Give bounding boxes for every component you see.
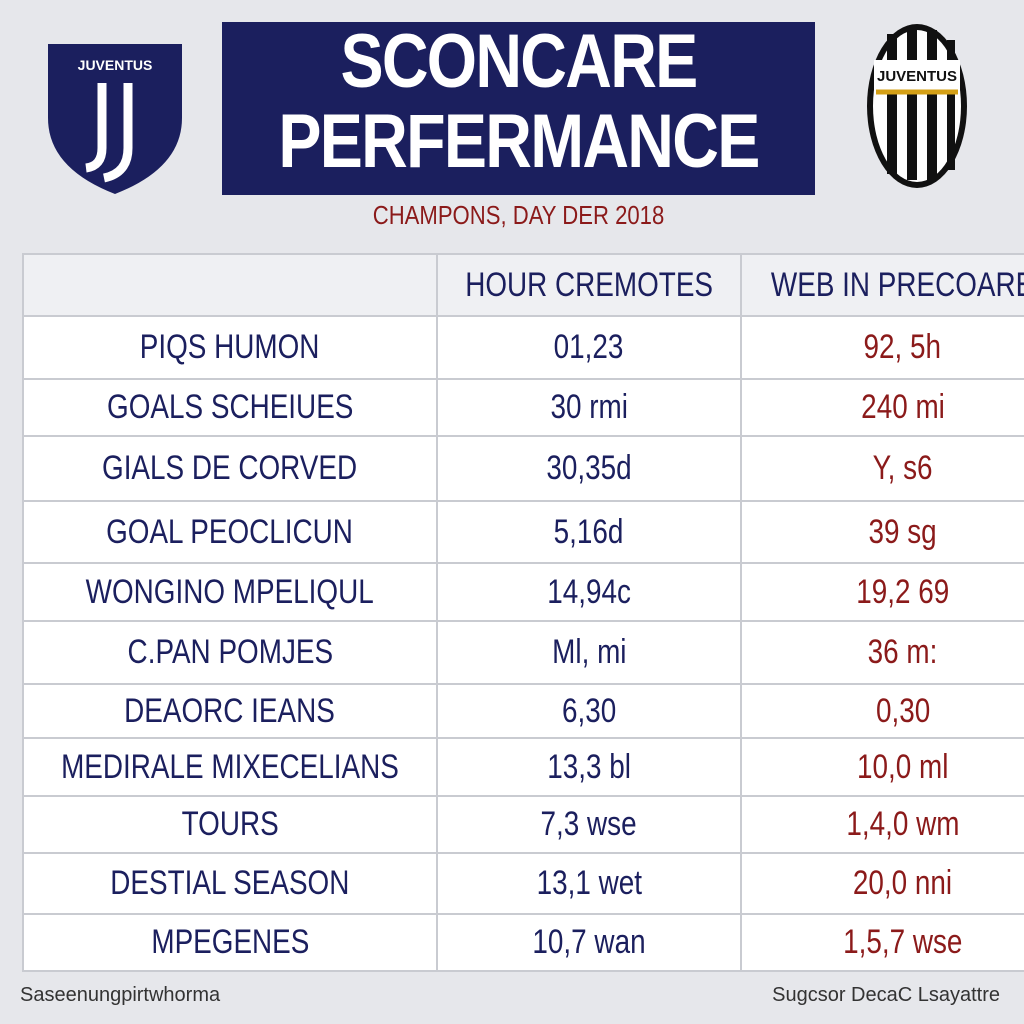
table-cell: 10,7 wan xyxy=(435,913,743,972)
table-cell: 30,35d xyxy=(435,435,743,502)
cell-text: 7,3 wse xyxy=(540,805,638,843)
cell-text: 30 rmi xyxy=(550,388,628,426)
table-row: GOAL PEOCLICUN 5,16d 39 sg xyxy=(22,500,1024,564)
table-cell: C.PAN POMJES xyxy=(22,620,438,685)
left-crest: JUVENTUS xyxy=(48,44,182,194)
table-row: GOALS SCHEIUES 30 rmi 240 mi xyxy=(22,378,1024,437)
column-label: HOUR CREMOTES xyxy=(465,265,713,304)
header-row: HOUR CREMOTES WEB IN PRECOARE xyxy=(22,253,1024,317)
table-cell: 240 mi xyxy=(740,378,1024,437)
cell-text: C.PAN POMJES xyxy=(127,633,333,671)
cell-text: 39 sg xyxy=(868,512,937,551)
table-cell: 13,1 wet xyxy=(435,852,743,915)
cell-text: 30,35d xyxy=(546,449,632,487)
table-row: MPEGENES 10,7 wan 1,5,7 wse xyxy=(22,913,1024,972)
cell-text: 14,94c xyxy=(547,572,631,611)
cell-text: 92, 5h xyxy=(863,328,942,366)
cell-text: 10,0 ml xyxy=(856,747,949,786)
cell-text: 6,30 xyxy=(561,691,617,730)
table-row: TOURS 7,3 wse 1,4,0 wm xyxy=(22,795,1024,854)
cell-text: 13,3 bl xyxy=(547,747,631,786)
table-cell: MPEGENES xyxy=(22,913,438,972)
cell-text: MEDIRALE MIXECELIANS xyxy=(61,747,399,786)
table-row: DESTIAL SEASON 13,1 wet 20,0 nni xyxy=(22,852,1024,915)
table-cell: DESTIAL SEASON xyxy=(22,852,438,915)
table-row: MEDIRALE MIXECELIANS 13,3 bl 10,0 ml xyxy=(22,737,1024,797)
cell-text: DEAORC IEANS xyxy=(124,691,336,730)
cell-text: 20,0 nni xyxy=(853,864,953,902)
cell-text: 13,1 wet xyxy=(536,864,642,902)
table-cell: 36 m: xyxy=(740,620,1024,685)
cell-text: Ml, mi xyxy=(551,633,627,671)
cell-text: 1,5,7 wse xyxy=(843,923,963,961)
stats-table: HOUR CREMOTES WEB IN PRECOARE PIQS HUMON… xyxy=(22,253,1024,972)
table-cell: 7,3 wse xyxy=(435,795,743,854)
header-cell: HOUR CREMOTES xyxy=(435,253,743,317)
right-crest: JUVENTUS xyxy=(867,24,967,188)
table-cell: 1,4,0 wm xyxy=(740,795,1024,854)
cell-text: GOAL PEOCLICUN xyxy=(106,512,354,551)
cell-text: 5,16d xyxy=(554,512,624,551)
table-cell: 14,94c xyxy=(435,562,743,622)
title-line: SCONCARE xyxy=(340,19,698,104)
table-cell: 39 sg xyxy=(740,500,1024,564)
table-cell: 01,23 xyxy=(435,315,743,380)
table-cell: WONGINO MPELIQUL xyxy=(22,562,438,622)
cell-text: MPEGENES xyxy=(150,923,309,961)
cell-text: 01,23 xyxy=(554,328,624,366)
header-cell xyxy=(22,253,438,317)
header-cell: WEB IN PRECOARE xyxy=(740,253,1024,317)
table-cell: 20,0 nni xyxy=(740,852,1024,915)
table-cell: 10,0 ml xyxy=(740,737,1024,797)
table-cell: Ml, mi xyxy=(435,620,743,685)
table-row: PIQS HUMON 01,23 92, 5h xyxy=(22,315,1024,380)
table-cell: 30 rmi xyxy=(435,378,743,437)
table-cell: Y, s6 xyxy=(740,435,1024,502)
cell-text: GOALS SCHEIUES xyxy=(106,388,354,426)
cell-text: WONGINO MPELIQUL xyxy=(85,572,375,611)
subtitle: CHAMPONS, DAY DER 2018 xyxy=(372,200,665,230)
table-cell: GOALS SCHEIUES xyxy=(22,378,438,437)
title-line: PERFERMANCE xyxy=(278,99,760,184)
table-cell: 5,16d xyxy=(435,500,743,564)
table-cell: DEAORC IEANS xyxy=(22,683,438,739)
cell-text: 240 mi xyxy=(860,388,945,426)
table-row: GIALS DE CORVED 30,35d Y, s6 xyxy=(22,435,1024,502)
table-cell: PIQS HUMON xyxy=(22,315,438,380)
column-label: WEB IN PRECOARE xyxy=(771,265,1024,304)
table-cell: GIALS DE CORVED xyxy=(22,435,438,502)
table-row: WONGINO MPELIQUL 14,94c 19,2 69 xyxy=(22,562,1024,622)
cell-text: DESTIAL SEASON xyxy=(110,864,350,902)
footer-right: Sugcsor DecaC Lsayattre xyxy=(772,984,1000,1006)
right-logo-text: JUVENTUS xyxy=(877,68,957,85)
table-cell: MEDIRALE MIXECELIANS xyxy=(22,737,438,797)
cell-text: PIQS HUMON xyxy=(140,328,320,366)
table-cell: GOAL PEOCLICUN xyxy=(22,500,438,564)
cell-text: TOURS xyxy=(181,805,279,843)
cell-text: 0,30 xyxy=(875,691,930,730)
table-cell: 0,30 xyxy=(740,683,1024,739)
left-logo-text: JUVENTUS xyxy=(78,57,153,73)
table-cell: TOURS xyxy=(22,795,438,854)
table-row: C.PAN POMJES Ml, mi 36 m: xyxy=(22,620,1024,685)
cell-text: 36 m: xyxy=(867,633,938,671)
cell-text: 19,2 69 xyxy=(856,572,950,611)
cell-text: Y, s6 xyxy=(872,449,933,487)
title-box: SCONCARE PERFERMANCE xyxy=(222,22,815,195)
cell-text: 1,4,0 wm xyxy=(846,805,960,843)
table-row: DEAORC IEANS 6,30 0,30 xyxy=(22,683,1024,739)
table-cell: 92, 5h xyxy=(740,315,1024,380)
table-cell: 1,5,7 wse xyxy=(740,913,1024,972)
footer-left: Saseenungpirtwhorma xyxy=(20,984,221,1006)
table-cell: 13,3 bl xyxy=(435,737,743,797)
cell-text: 10,7 wan xyxy=(532,923,646,961)
cell-text: GIALS DE CORVED xyxy=(102,449,358,487)
table-cell: 6,30 xyxy=(435,683,743,739)
table-cell: 19,2 69 xyxy=(740,562,1024,622)
